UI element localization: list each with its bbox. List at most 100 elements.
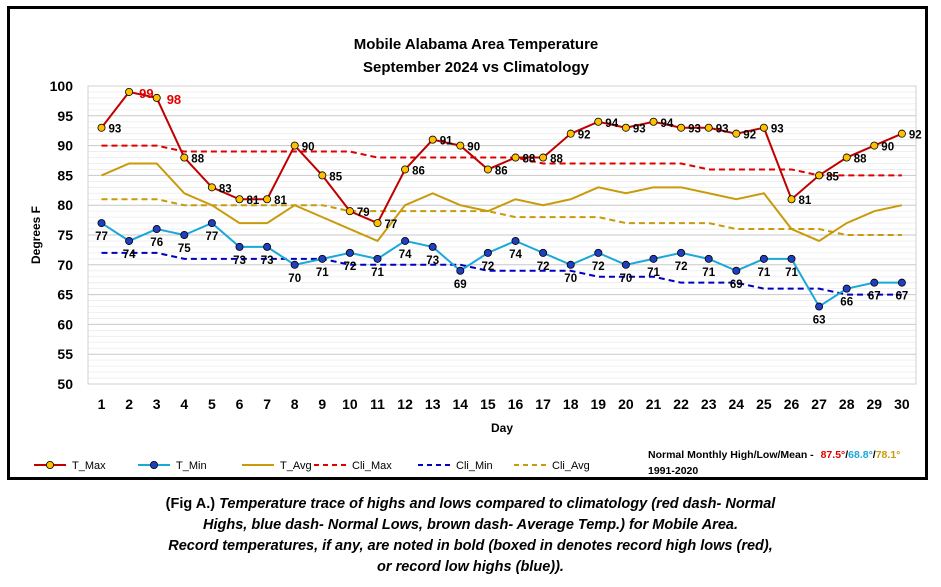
tmax-data-label: 79 [357,207,370,219]
tmax-data-label: 90 [881,142,894,154]
data-point-t-max [318,171,327,180]
y-tick-label: 65 [57,287,73,303]
data-point-t-min [235,242,244,251]
x-tick-label: 30 [894,396,910,412]
x-tick-label: 11 [370,396,385,412]
caption-text-1: Temperature trace of highs and lows comp… [219,496,776,512]
data-point-t-min [815,302,824,311]
data-point-t-min [732,266,741,275]
tmin-data-label: 73 [261,255,274,267]
data-point-t-max [180,153,189,162]
tmax-data-label: 86 [495,165,508,177]
data-point-t-max [815,171,824,180]
temperature-chart: Mobile Alabama Area Temperature Septembe… [29,36,922,477]
normals-sep1: / [845,449,848,461]
series-line-t-min [100,221,902,308]
tmax-data-label: 94 [605,118,618,130]
data-point-t-min [511,236,520,245]
tmax-data-label: 86 [412,165,425,177]
tmin-data-label: 67 [896,291,909,303]
tmin-data-label: 73 [233,255,246,267]
tmax-data-label: 92 [578,130,591,142]
data-point-t-max [539,153,548,162]
x-tick-label: 25 [756,396,772,412]
x-tick-label: 20 [618,396,634,412]
tmin-data-label: 74 [123,249,136,261]
x-tick-label: 6 [236,396,244,412]
tmax-data-label: 88 [550,154,563,166]
x-tick-label: 16 [508,396,524,412]
tmax-data-label: 85 [826,171,839,183]
series-line-t-max [100,90,903,225]
legend-label-t-max: T_Max [72,460,106,472]
series [97,87,906,311]
data-point-t-max [787,195,796,204]
record-label: 98 [167,92,181,107]
tmin-data-label: 71 [647,267,660,279]
data-point-t-min [787,254,796,263]
series-line-cli-min [101,251,902,296]
data-point-t-min [318,254,327,263]
data-point-t-max [401,165,410,174]
data-point-t-max [125,87,134,96]
x-tick-label: 3 [153,396,161,412]
data-point-t-min [207,219,216,228]
tmin-data-label: 74 [509,249,522,261]
gridlines [87,85,917,385]
data-point-t-min [759,254,768,263]
data-point-t-max [897,129,906,138]
x-tick-label: 27 [811,396,827,412]
figure-caption: (Fig A.) Temperature trace of highs and … [0,494,941,578]
data-point-t-max [732,129,741,138]
data-point-t-max [594,117,603,126]
tmax-data-label: 93 [771,124,784,136]
tmin-data-label: 77 [95,231,108,243]
tmax-data-label: 81 [247,195,260,207]
tmin-data-label: 74 [399,249,412,261]
data-point-t-max [456,141,465,150]
tmin-data-label: 72 [675,261,688,273]
tmin-data-label: 72 [537,261,550,273]
data-point-t-min [180,230,189,239]
data-point-t-max [759,123,768,132]
tmin-data-label: 71 [758,267,771,279]
data-point-t-max [345,207,354,216]
x-tick-label: 21 [646,396,662,412]
x-tick-label: 28 [839,396,855,412]
data-point-t-max [373,219,382,228]
legend-label-cli-min: Cli_Min [456,460,493,472]
tmax-data-label: 93 [633,124,646,136]
data-point-t-min [373,254,382,263]
data-point-t-max [290,141,299,150]
normals-note: Normal Monthly High/Low/Mean - 87.5°/68.… [648,449,900,477]
data-point-t-min [594,248,603,257]
tmin-data-label: 63 [813,315,826,327]
x-axis-title: Day [491,421,513,435]
chart-subtitle: September 2024 vs Climatology [363,59,590,76]
data-point-t-max [621,123,630,132]
y-axis-title: Degrees F [29,206,43,264]
normals-period: 1991-2020 [648,465,698,477]
x-tick-label: 1 [98,396,106,412]
tmax-data-label: 88 [523,154,536,166]
data-point-t-max [235,195,244,204]
y-tick-label: 100 [50,78,74,94]
tmax-data-label: 88 [191,154,204,166]
tmin-data-label: 69 [454,279,467,291]
tmax-data-label: 77 [385,219,398,231]
plot-border [87,85,917,385]
tmax-data-label: 93 [716,124,729,136]
data-point-t-max [207,183,216,192]
data-point-t-max [511,153,520,162]
tmin-data-label: 72 [344,261,357,273]
y-tick-label: 60 [57,316,73,332]
caption-prefix: (Fig A.) [165,496,216,512]
x-tick-label: 12 [397,396,413,412]
series-line-t-avg [101,162,903,243]
tmax-data-label: 93 [109,124,122,136]
data-point-t-min [704,254,713,263]
data-point-t-min [649,254,658,263]
tmax-data-label: 85 [329,171,342,183]
y-tick-label: 80 [57,197,73,213]
